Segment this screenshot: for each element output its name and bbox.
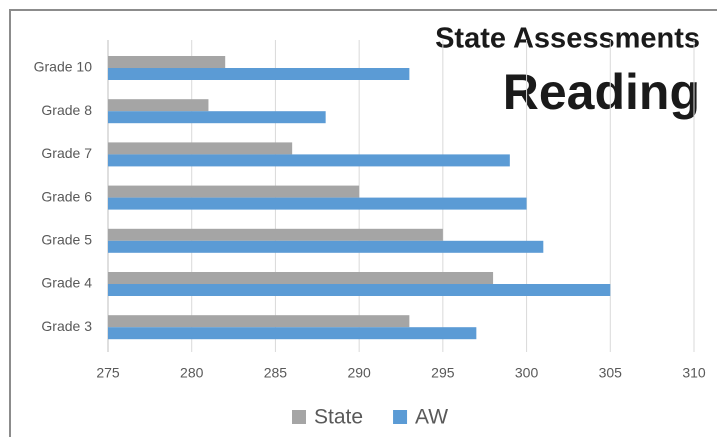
bar bbox=[108, 284, 611, 296]
x-tick-label: 295 bbox=[431, 365, 455, 381]
bar bbox=[108, 142, 293, 155]
chart-subtitle: Reading bbox=[503, 64, 700, 120]
bar bbox=[108, 56, 226, 68]
y-tick-label: Grade 8 bbox=[41, 102, 92, 118]
x-tick-label: 280 bbox=[180, 365, 204, 381]
y-tick-label: Grade 4 bbox=[41, 275, 92, 291]
x-tick-label: 290 bbox=[347, 365, 371, 381]
bar bbox=[108, 327, 477, 340]
x-tick-label: 310 bbox=[682, 365, 706, 381]
bar bbox=[108, 111, 326, 124]
bar bbox=[108, 185, 360, 198]
x-tick-label: 300 bbox=[515, 365, 539, 381]
bar bbox=[108, 240, 544, 253]
bar bbox=[108, 154, 510, 167]
legend-label: State bbox=[314, 406, 363, 429]
x-tick-label: 275 bbox=[96, 365, 120, 381]
y-tick-label: Grade 5 bbox=[41, 232, 92, 248]
bar bbox=[108, 228, 443, 241]
bar bbox=[108, 99, 209, 112]
legend-label: AW bbox=[415, 406, 448, 429]
chart-title: State Assessments bbox=[435, 23, 700, 55]
x-tick-label: 305 bbox=[599, 365, 623, 381]
legend-swatch bbox=[292, 410, 306, 424]
legend-swatch bbox=[393, 410, 408, 424]
y-tick-label: Grade 6 bbox=[41, 188, 92, 204]
bar bbox=[108, 315, 410, 328]
x-tick-label: 285 bbox=[264, 365, 288, 381]
frame bbox=[9, 9, 717, 437]
bar bbox=[108, 197, 527, 210]
y-tick-label: Grade 10 bbox=[34, 59, 93, 75]
y-tick-label: Grade 7 bbox=[41, 145, 92, 161]
bar bbox=[108, 68, 410, 80]
bar bbox=[108, 272, 494, 284]
y-tick-label: Grade 3 bbox=[41, 318, 92, 334]
